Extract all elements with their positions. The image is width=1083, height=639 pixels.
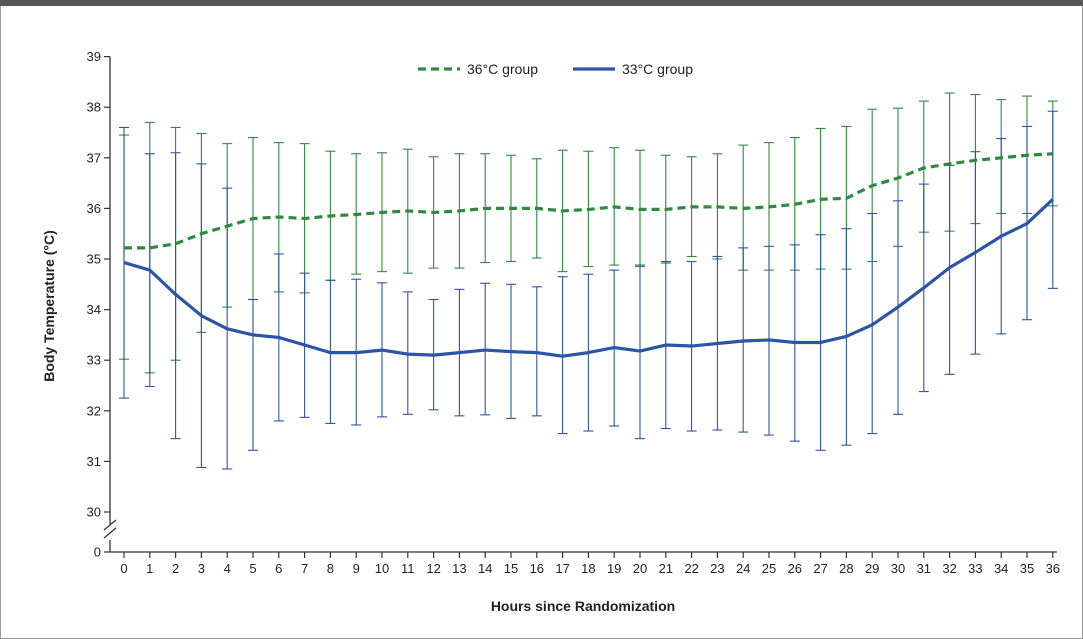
x-tick-label: 2 <box>172 561 179 576</box>
x-tick-label: 11 <box>401 561 415 576</box>
x-tick-label: 34 <box>994 561 1008 576</box>
x-tick-label: 22 <box>684 561 698 576</box>
x-tick-label: 32 <box>942 561 956 576</box>
x-tick-label: 8 <box>327 561 334 576</box>
x-tick-label: 30 <box>891 561 905 576</box>
x-tick-label: 5 <box>249 561 256 576</box>
x-axis-title: Hours since Randomization <box>491 598 675 614</box>
x-tick-label: 7 <box>301 561 308 576</box>
y-tick-label: 31 <box>87 454 101 469</box>
x-tick-label: 19 <box>607 561 621 576</box>
x-tick-label: 6 <box>275 561 282 576</box>
y-tick-label: 34 <box>87 302 101 317</box>
x-tick-label: 18 <box>581 561 595 576</box>
axis-break-mark <box>103 519 117 531</box>
x-tick-label: 9 <box>353 561 360 576</box>
series-line <box>124 152 1053 250</box>
y-tick-label: 37 <box>87 150 101 165</box>
x-tick-label: 10 <box>375 561 389 576</box>
y-tick-label: 35 <box>87 252 101 267</box>
x-tick-label: 3 <box>198 561 205 576</box>
x-tick-label: 14 <box>478 561 492 576</box>
y-tick-label: 38 <box>87 100 101 115</box>
legend: 36°C group 33°C group <box>418 61 693 77</box>
y-tick-label: 30 <box>87 505 101 520</box>
x-tick-label: 23 <box>710 561 724 576</box>
y-tick-label: 39 <box>87 49 101 64</box>
x-tick-label: 27 <box>813 561 827 576</box>
x-tick-label: 21 <box>659 561 673 576</box>
x-tick-label: 17 <box>555 561 569 576</box>
figure-top-rule <box>0 0 1083 6</box>
x-tick-label: 12 <box>426 561 440 576</box>
y-tick-label: 36 <box>87 201 101 216</box>
x-tick-label: 0 <box>120 561 127 576</box>
x-tick-label: 20 <box>633 561 647 576</box>
x-tick-label: 24 <box>736 561 750 576</box>
x-tick-label: 35 <box>1020 561 1034 576</box>
series-line <box>123 198 1054 358</box>
error-bars <box>119 92 1058 470</box>
x-tick-label: 33 <box>968 561 982 576</box>
legend-label: 36°C group <box>467 61 538 77</box>
x-tick-label: 26 <box>788 561 802 576</box>
x-tick-label: 28 <box>839 561 853 576</box>
x-tick-label: 31 <box>917 561 931 576</box>
x-tick-label: 13 <box>452 561 466 576</box>
y-tick-label: 0 <box>94 545 101 560</box>
x-tick-label: 4 <box>224 561 231 576</box>
x-tick-label: 36 <box>1046 561 1060 576</box>
series-lines <box>123 152 1054 358</box>
y-tick-label: 32 <box>87 403 101 418</box>
y-axis-title: Body Temperature (°C) <box>41 230 57 382</box>
x-tick-label: 29 <box>865 561 879 576</box>
x-tick-label: 16 <box>530 561 544 576</box>
y-tick-label: 33 <box>87 353 101 368</box>
x-tick-label: 25 <box>762 561 776 576</box>
x-tick-label: 15 <box>504 561 518 576</box>
legend-label: 33°C group <box>622 61 693 77</box>
axis-break-mark <box>103 527 117 539</box>
x-tick-label: 1 <box>146 561 153 576</box>
